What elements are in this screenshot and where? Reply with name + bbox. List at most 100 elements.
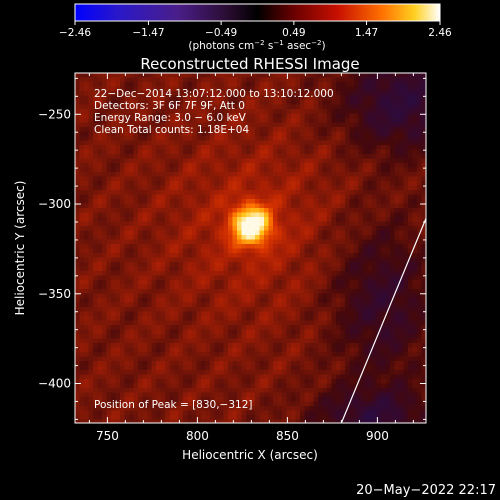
heatmap-cell xyxy=(174,131,179,137)
heatmap-cell xyxy=(250,104,256,110)
heatmap-cell xyxy=(246,122,251,128)
heatmap-cell xyxy=(268,325,274,330)
heatmap-cell xyxy=(93,199,98,204)
heatmap-cell xyxy=(255,194,260,200)
heatmap-cell xyxy=(273,302,278,308)
heatmap-cell xyxy=(408,230,413,236)
heatmap-cell xyxy=(390,311,395,317)
heatmap-cell xyxy=(201,325,206,330)
heatmap-cell xyxy=(417,122,422,128)
heatmap-cell xyxy=(237,136,242,141)
heatmap-cell xyxy=(88,347,94,353)
heatmap-cell xyxy=(363,176,368,182)
heatmap-cell xyxy=(111,86,116,92)
heatmap-cell xyxy=(223,275,229,281)
heatmap-cell xyxy=(304,289,310,294)
heatmap-cell xyxy=(327,122,332,128)
heatmap-cell xyxy=(219,298,224,303)
heatmap-cell xyxy=(273,194,278,200)
heatmap-cell xyxy=(75,91,80,96)
heatmap-cell xyxy=(111,199,116,204)
heatmap-cell xyxy=(165,235,170,240)
heatmap-cell xyxy=(88,127,94,132)
heatmap-cell xyxy=(156,140,161,146)
heatmap-cell xyxy=(111,104,116,110)
heatmap-cell xyxy=(111,356,116,362)
heatmap-cell xyxy=(421,82,426,87)
heatmap-cell xyxy=(340,253,346,258)
heatmap-cell xyxy=(318,203,323,209)
heatmap-cell xyxy=(336,221,341,227)
heatmap-cell xyxy=(367,140,373,146)
heatmap-cell xyxy=(84,244,89,249)
heatmap-cell xyxy=(250,127,256,132)
heatmap-cell xyxy=(120,149,125,155)
heatmap-cell xyxy=(318,86,323,92)
heatmap-cell xyxy=(115,100,121,105)
heatmap-cell xyxy=(295,253,301,258)
heatmap-cell xyxy=(300,248,305,254)
heatmap-cell xyxy=(421,109,426,114)
heatmap-cell xyxy=(102,226,107,231)
heatmap-cell xyxy=(115,298,121,303)
heatmap-cell xyxy=(345,77,350,83)
heatmap-cell xyxy=(219,77,224,83)
heatmap-cell xyxy=(282,266,287,272)
heatmap-cell xyxy=(232,253,238,258)
heatmap-cell xyxy=(349,154,355,159)
heatmap-cell xyxy=(138,329,143,335)
heatmap-cell xyxy=(115,194,121,200)
heatmap-cell xyxy=(219,154,224,159)
heatmap-cell xyxy=(93,298,98,303)
heatmap-cell xyxy=(187,302,193,308)
heatmap-cell xyxy=(304,325,310,330)
heatmap-cell xyxy=(381,86,386,92)
heatmap-cell xyxy=(327,203,332,209)
heatmap-cell xyxy=(237,122,242,128)
heatmap-cell xyxy=(390,145,395,150)
heatmap-cell xyxy=(295,194,301,200)
heatmap-cell xyxy=(264,149,269,155)
heatmap-cell xyxy=(340,113,346,119)
heatmap-cell xyxy=(142,262,148,267)
heatmap-cell xyxy=(169,221,175,227)
heatmap-cell xyxy=(300,163,305,168)
heatmap-cell xyxy=(286,95,292,101)
heatmap-cell xyxy=(417,104,422,110)
heatmap-cell xyxy=(376,149,382,155)
heatmap-cell xyxy=(165,208,170,213)
heatmap-cell xyxy=(160,307,166,312)
heatmap-cell xyxy=(408,275,413,281)
heatmap-cell xyxy=(313,185,319,191)
heatmap-cell xyxy=(259,257,265,263)
heatmap-cell xyxy=(318,176,323,182)
heatmap-cell xyxy=(381,145,386,150)
heatmap-cell xyxy=(138,262,143,267)
heatmap-cell xyxy=(282,73,287,78)
heatmap-cell xyxy=(120,271,125,276)
heatmap-cell xyxy=(363,325,368,330)
heatmap-cell xyxy=(156,136,161,141)
heatmap-cell xyxy=(75,262,80,267)
heatmap-cell xyxy=(304,302,310,308)
heatmap-cell xyxy=(282,239,287,245)
heatmap-cell xyxy=(313,311,319,317)
heatmap-cell xyxy=(322,280,328,285)
heatmap-cell xyxy=(309,122,314,128)
heatmap-cell xyxy=(313,104,319,110)
heatmap-cell xyxy=(327,73,332,78)
heatmap-cell xyxy=(142,95,148,101)
heatmap-cell xyxy=(286,244,292,249)
heatmap-cell xyxy=(129,118,134,123)
heatmap-cell xyxy=(367,199,373,204)
heatmap-cell xyxy=(219,235,224,240)
heatmap-cell xyxy=(291,176,296,182)
heatmap-cell xyxy=(232,73,238,78)
heatmap-cell xyxy=(412,334,418,339)
heatmap-cell xyxy=(403,329,409,335)
heatmap-cell xyxy=(331,217,337,222)
heatmap-cell xyxy=(79,230,85,236)
heatmap-cell xyxy=(201,199,206,204)
heatmap-cell xyxy=(115,289,121,294)
heatmap-cell xyxy=(151,122,157,128)
